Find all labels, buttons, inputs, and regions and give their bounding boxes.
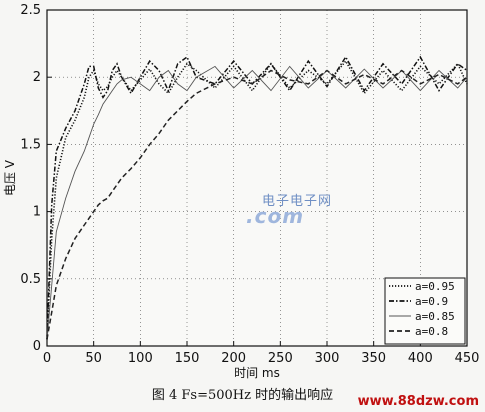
series-line-1 — [46, 59, 468, 340]
legend-label-4: a=0.8 — [415, 325, 448, 338]
x-tick-label: 450 — [455, 351, 480, 366]
series-line-2 — [46, 55, 468, 340]
legend-label-2: a=0.9 — [415, 295, 448, 308]
series-line-4 — [46, 69, 468, 340]
y-tick-label: 2 — [33, 70, 41, 85]
x-tick-label: 350 — [361, 351, 386, 366]
x-tick-label: 50 — [85, 351, 102, 366]
y-tick-label: 1.5 — [20, 137, 41, 152]
site-watermark: www.88dzw.com — [357, 394, 479, 409]
y-tick-label: 2.5 — [20, 3, 41, 18]
x-tick-label: 300 — [315, 351, 340, 366]
y-tick-label: 1 — [33, 205, 41, 220]
y-tick-label: 0.5 — [20, 272, 41, 287]
chart-canvas: 0 50 100 150 200 250 300 350 400 450 0 0.5 1 1.5 2 2.5 时… — [3, 3, 480, 380]
x-tick-label: 400 — [408, 351, 433, 366]
x-tick-label: 150 — [175, 351, 200, 366]
legend-label-3: a=0.85 — [415, 310, 455, 323]
plot-frame — [46, 9, 468, 347]
watermark-logo-domain: .com — [246, 204, 305, 228]
x-axis-label: 时间 ms — [234, 366, 280, 380]
legend-box — [384, 277, 466, 345]
y-axis-label: 电压 V — [3, 159, 17, 196]
x-tick-label: 250 — [268, 351, 293, 366]
x-tick-label: 0 — [43, 351, 51, 366]
x-tick-label: 100 — [128, 351, 153, 366]
figure-caption: 图 4 Fs=500Hz 时的输出响应 — [151, 388, 334, 403]
legend-label-1: a=0.95 — [415, 280, 455, 293]
series-line-3 — [46, 65, 468, 340]
watermark-logo-text: 电子电子网 — [262, 194, 333, 209]
y-tick-label: 0 — [33, 339, 41, 354]
x-tick-label: 200 — [221, 351, 246, 366]
